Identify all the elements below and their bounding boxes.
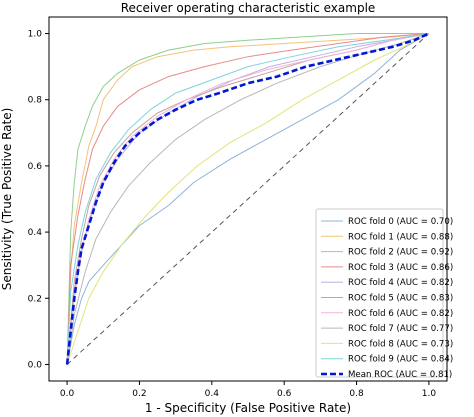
legend-label-4: ROC fold 4 (AUC = 0.82) — [348, 278, 453, 288]
x-tick-label: 0.8 — [349, 389, 364, 399]
chart-title: Receiver operating characteristic exampl… — [121, 1, 376, 15]
series-line-8 — [66, 33, 430, 365]
legend-label-10: Mean ROC (AUC = 0.81) — [348, 370, 452, 380]
legend-label-9: ROC fold 9 (AUC = 0.84) — [348, 355, 453, 365]
y-tick-label: 0.2 — [28, 294, 42, 304]
legend-label-5: ROC fold 5 (AUC = 0.83) — [348, 294, 453, 304]
x-tick-label: 0.6 — [277, 389, 292, 399]
legend-label-8: ROC fold 8 (AUC = 0.73) — [348, 339, 453, 349]
legend-label-0: ROC fold 0 (AUC = 0.70) — [348, 217, 453, 227]
series-line-1 — [66, 33, 429, 365]
legend-label-6: ROC fold 6 (AUC = 0.82) — [348, 309, 453, 319]
series-line-2 — [66, 33, 429, 365]
plot-area: 0.0 0.2 0.4 0.6 0.8 1.0 0.0 0.2 0.4 0.6 0.8 1.0 — [28, 16, 448, 399]
legend-label-7: ROC fold 7 (AUC = 0.77) — [348, 324, 453, 334]
y-tick-label: 0.6 — [28, 162, 43, 172]
x-axis-label: 1 - Specificity (False Positive Rate) — [145, 401, 351, 415]
series-line-0 — [66, 33, 430, 365]
y-tick-label: 0.8 — [28, 96, 43, 106]
y-axis-label: Sensitivity (True Positive Rate) — [0, 108, 14, 291]
axis-ticks: 0.0 0.2 0.4 0.6 0.8 1.0 0.0 0.2 0.4 0.6 0.8 1.0 — [28, 30, 437, 399]
y-tick-label: 0.4 — [28, 228, 43, 238]
legend: ROC fold 0 (AUC = 0.70) ROC fold 1 (AUC =… — [315, 208, 453, 380]
plot-frame — [48, 16, 448, 382]
x-tick-label: 0.0 — [60, 389, 75, 399]
chance-line — [66, 33, 430, 365]
x-tick-label: 0.4 — [205, 389, 220, 399]
y-tick-label: 1.0 — [28, 30, 43, 40]
x-tick-label: 1.0 — [422, 389, 437, 399]
series-line-9 — [66, 33, 429, 365]
series-lines — [65, 32, 430, 365]
series-line-6 — [66, 33, 429, 365]
legend-box — [315, 208, 444, 378]
x-tick-label: 0.2 — [132, 389, 146, 399]
series-line-3 — [66, 33, 429, 365]
series-line-10 — [65, 32, 430, 365]
legend-label-3: ROC fold 3 (AUC = 0.86) — [348, 263, 453, 273]
legend-label-2: ROC fold 2 (AUC = 0.92) — [348, 248, 453, 258]
y-tick-label: 0.0 — [28, 360, 43, 370]
legend-label-1: ROC fold 1 (AUC = 0.88) — [348, 232, 453, 242]
